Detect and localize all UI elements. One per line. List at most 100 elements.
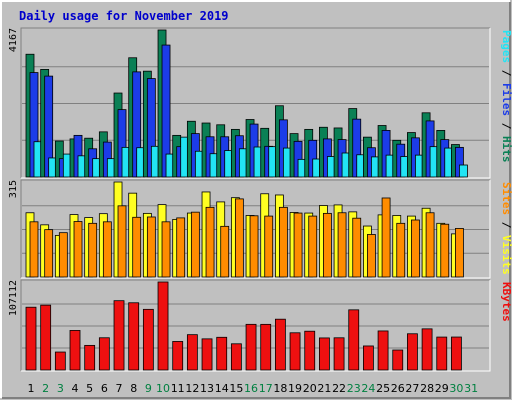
legend-/: / (500, 116, 512, 136)
sites-bar-day-29 (440, 223, 450, 278)
sites-bar-day-16 (249, 215, 259, 278)
kbytes-bar-day-24 (363, 345, 374, 371)
day-label-27: 27 (405, 382, 419, 395)
sites-bar-day-13 (205, 206, 215, 278)
kbytes-bar-day-6 (98, 337, 110, 371)
panel-legend-label: Sites / Visits (500, 182, 512, 275)
kbytes-bar-day-19 (289, 332, 301, 371)
day-label-17: 17 (259, 382, 273, 395)
legend-sites: Sites (500, 182, 512, 215)
plot-border-top (20, 279, 490, 371)
plot-border-top (20, 179, 490, 278)
day-label-4: 4 (72, 382, 79, 395)
day-label-8: 8 (130, 382, 137, 395)
sites-bar-day-6 (102, 221, 112, 278)
sites-bar-day-15 (234, 198, 244, 278)
day-label-11: 11 (171, 382, 185, 395)
day-labels: 1 2 3 4 5 6 7 8 9 10 11 12 13 14 15 16 17 18 19 20 21 22 23 24 2… (28, 382, 479, 395)
kbytes-bar-day-18 (274, 318, 286, 371)
sites-bar-day-11 (176, 217, 186, 278)
day-label-25: 25 (376, 382, 390, 395)
plot-border-bottom (21, 28, 491, 179)
sites-bar-day-14 (220, 225, 230, 278)
kbytes-bar-day-13 (201, 338, 213, 371)
day-label-24: 24 (361, 382, 375, 395)
panel-legend-label: KBytes (500, 282, 512, 322)
sites-bar-day-28 (425, 212, 435, 278)
day-label-2: 2 (42, 382, 49, 395)
kbytes-bar-day-29 (436, 336, 448, 371)
kbytes-bar-day-1 (25, 306, 37, 371)
kbytes-bar-day-15 (230, 343, 242, 371)
kbytes-bar-day-25 (377, 330, 389, 371)
legend-visits: Visits (500, 235, 512, 275)
sites-bar-day-18 (278, 206, 288, 278)
kbytes-bar-day-23 (348, 309, 360, 371)
kbytes-bar-day-11 (172, 341, 184, 371)
sites-bar-day-10 (161, 221, 171, 278)
chart-panels: 4167 Pages / Files / Hits 315 Sites / Visit… (8, 27, 512, 372)
day-label-6: 6 (101, 382, 108, 395)
kbytes-bar-day-2 (40, 304, 52, 371)
day-label-5: 5 (86, 382, 93, 395)
legend-hits: Hits (500, 136, 512, 163)
chart-title: Daily usage for November 2019 (19, 9, 229, 23)
kbytes-bar-day-20 (304, 330, 316, 371)
kbytes-bar-day-30 (451, 336, 462, 371)
legend-kbytes: KBytes (500, 282, 512, 322)
kbytes-bar-day-21 (318, 337, 330, 371)
legend-/: / (500, 215, 512, 235)
kbytes-bar-day-4 (69, 330, 81, 371)
kbytes-bar-day-7 (113, 300, 125, 371)
sites-bar-day-5 (88, 222, 98, 278)
sites-bar-day-4 (73, 221, 83, 278)
axis-max-label: 107112 (8, 280, 19, 316)
kbytes-bar-day-14 (216, 336, 228, 371)
day-label-18: 18 (273, 382, 287, 395)
sites-bar-day-25 (381, 197, 391, 278)
day-label-1: 1 (28, 382, 35, 395)
day-label-9: 9 (145, 382, 152, 395)
day-label-31: 31 (464, 382, 478, 395)
kbytes-bar-day-17 (260, 323, 272, 371)
sites-bar-day-20 (308, 215, 318, 278)
sites-bar-day-19 (293, 212, 303, 278)
day-label-22: 22 (332, 382, 346, 395)
sites-bar-day-22 (337, 212, 347, 278)
sites-bar-day-1 (29, 221, 39, 278)
kbytes-bar-day-26 (392, 349, 404, 371)
sites-bar-day-23 (352, 217, 362, 278)
sites-bar-day-12 (190, 211, 200, 278)
panel-visits-sites: 315 Sites / Visits (8, 179, 512, 279)
kbytes-bar-day-10 (157, 281, 169, 371)
day-label-12: 12 (185, 382, 199, 395)
sites-bar-day-9 (146, 216, 156, 278)
sites-bar-day-26 (396, 222, 406, 278)
sites-bar-day-2 (44, 229, 54, 278)
legend-files: Files (500, 83, 512, 116)
day-label-30: 30 (449, 382, 463, 395)
day-label-10: 10 (156, 382, 170, 395)
panel-legend-label: Pages / Files / Hits (500, 30, 512, 163)
day-label-26: 26 (391, 382, 405, 395)
sites-bar-day-7 (117, 205, 127, 278)
sites-bar-day-3 (58, 232, 68, 278)
kbytes-bar-day-12 (186, 334, 198, 371)
kbytes-bar-day-8 (128, 302, 140, 371)
plot-border-bottom (21, 280, 491, 372)
day-label-3: 3 (57, 382, 64, 395)
axis-max-label: 4167 (8, 28, 19, 52)
kbytes-bar-day-16 (245, 323, 257, 371)
kbytes-bar-day-9 (142, 308, 154, 371)
day-label-13: 13 (200, 382, 214, 395)
kbytes-bar-day-5 (84, 344, 96, 371)
day-label-20: 20 (303, 382, 317, 395)
plot-border-bottom (21, 180, 491, 279)
day-label-21: 21 (317, 382, 331, 395)
day-label-19: 19 (288, 382, 302, 395)
day-label-7: 7 (116, 382, 123, 395)
sites-bar-day-30 (455, 228, 464, 278)
legend-pages: Pages (500, 30, 512, 63)
kbytes-bar-day-28 (421, 328, 433, 371)
